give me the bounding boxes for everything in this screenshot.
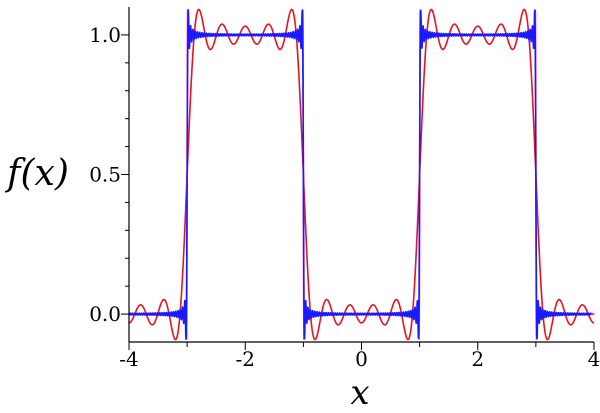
plot-area [128, 8, 595, 341]
x-tick-label: -2 [236, 347, 255, 371]
series-line-1 [128, 8, 595, 341]
series-line-2 [128, 9, 595, 340]
y-tick-label: 0.5 [89, 163, 121, 187]
axes: 0.0 0.5 1.0 -4 -2 0 2 4 [89, 7, 600, 371]
x-tick-label: 4 [588, 347, 600, 371]
series-line-3 [128, 9, 592, 340]
x-tick-label: -4 [119, 347, 138, 371]
x-tick-label: 0 [355, 347, 368, 371]
y-axis-label: f(x) [4, 153, 69, 194]
y-tick-label: 0.0 [89, 302, 121, 326]
y-tick-label: 1.0 [89, 23, 121, 47]
x-axis-label: x [350, 373, 369, 413]
x-tick-label: 2 [471, 347, 484, 371]
